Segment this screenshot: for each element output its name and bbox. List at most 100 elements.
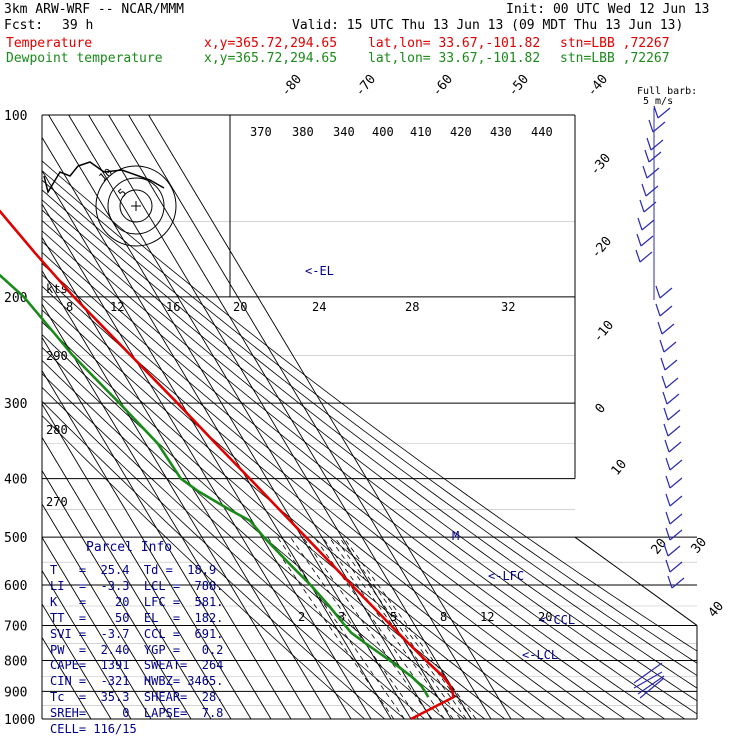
temperature-tick-label: -50 — [506, 72, 533, 100]
dry-adiabat-line — [42, 241, 645, 719]
hodograph-ring — [95, 165, 177, 247]
temperature-tick-label: 0 — [593, 401, 610, 417]
dry-adiabat-line — [42, 199, 697, 702]
parcel-info-title: Parcel Info — [86, 540, 173, 555]
mixing-ratio-label: 32 — [501, 300, 515, 314]
theta-label: 290 — [46, 349, 68, 363]
dry-adiabat-line — [42, 309, 525, 719]
dry-adiabat-line — [42, 170, 697, 664]
temperature-legend: Temperature — [6, 36, 93, 51]
wind-barb — [665, 493, 683, 507]
temperature-xy: x,y=365.72,294.65 — [204, 36, 338, 51]
temperature-tick-label: -30 — [588, 151, 615, 179]
fcst-value: 39 h — [62, 18, 94, 33]
dry-adiabat-line — [42, 160, 697, 652]
mixing-ratio-line — [277, 536, 405, 719]
parcel-info-row: SVI = -3.7 CCL = 691. — [50, 626, 224, 641]
dry-adiabat-line — [42, 359, 445, 719]
temperature-tick-label: -40 — [585, 72, 612, 100]
isotherm-line — [48, 115, 412, 719]
mixing-ratio-line — [334, 536, 467, 719]
wind-barb — [661, 375, 679, 389]
theta-label: 420 — [450, 125, 472, 139]
theta-label: 430 — [490, 125, 512, 139]
isotherm-line — [108, 115, 472, 719]
dry-adiabat-line — [42, 179, 697, 677]
temperature-tick-label: -80 — [279, 72, 306, 100]
theta-label: 370 — [250, 125, 272, 139]
parcel-info-row: T = 25.4 Td = 18.9 — [50, 563, 217, 577]
frame-diagonal — [574, 536, 698, 626]
wind-barb — [653, 105, 671, 119]
temperature-tick-label: 30 — [689, 535, 711, 557]
temperature-tick-label: 40 — [706, 599, 728, 621]
wind-barb — [655, 285, 673, 299]
theta-label: 410 — [410, 125, 432, 139]
mixing-ratio-label: 28 — [405, 300, 419, 314]
el-label: <-EL — [305, 264, 334, 278]
m-label: M — [452, 529, 459, 543]
theta-label: 400 — [372, 125, 394, 139]
theta-label: 270 — [46, 495, 68, 509]
dry-adiabat-line — [42, 209, 697, 715]
mixing-ratio-line — [328, 536, 461, 719]
wind-barb — [663, 543, 681, 557]
hodograph-ring — [107, 177, 165, 235]
temperature-profile-line — [0, 209, 455, 721]
mixing-ratio-label: 24 — [312, 300, 326, 314]
wind-barb — [665, 475, 683, 489]
temperature-tick-label: -60 — [430, 72, 457, 100]
wind-barb — [637, 217, 655, 231]
mixing-ratio-label: 8 — [440, 610, 447, 624]
isotherm-line — [68, 115, 432, 719]
fcst-label: Fcst: — [4, 18, 44, 33]
pressure-label: 300 — [4, 397, 27, 412]
mixing-ratio-line — [302, 536, 433, 719]
wind-barb — [635, 249, 653, 263]
isotherm-line — [42, 503, 172, 719]
isotherm-line — [148, 115, 512, 719]
pressure-label: 100 — [4, 109, 27, 124]
mixing-ratio-line — [267, 536, 395, 719]
wind-barb — [655, 303, 673, 317]
pressure-label: 600 — [4, 579, 27, 594]
hodograph-ring — [119, 189, 153, 223]
temperature-tick-label: 10 — [609, 457, 631, 479]
parcel-info-row: PW = 2.40 YGP = 0.2 — [50, 642, 224, 657]
ccl-label: <-CCL — [539, 613, 575, 627]
wind-barb — [665, 511, 683, 525]
mixing-ratio-line — [343, 536, 477, 719]
wind-barb — [644, 149, 662, 163]
parcel-info-row: CIN = -321 HWBZ= 3465. — [50, 674, 224, 689]
dry-adiabat-line — [42, 386, 405, 719]
dry-adiabat-line — [42, 262, 605, 719]
pressure-label: 1000 — [4, 713, 35, 728]
isotherm-line — [42, 536, 152, 719]
isotherm-line — [42, 403, 232, 719]
lfc-label: <-LFC — [488, 569, 524, 583]
valid-time: Valid: 15 UTC Thu 13 Jun 13 (09 MDT Thu … — [292, 18, 684, 33]
isotherm-line — [42, 469, 192, 719]
wind-barb — [665, 527, 683, 541]
wind-barb — [641, 183, 659, 197]
wind-barb — [663, 407, 681, 421]
pressure-label: 900 — [4, 685, 27, 700]
theta-label: 440 — [531, 125, 553, 139]
dry-adiabat-line — [42, 285, 565, 719]
theta-label: 340 — [333, 125, 355, 139]
isotherm-line — [42, 436, 212, 719]
dry-adiabat-line — [42, 373, 425, 719]
wind-barb — [642, 165, 660, 179]
wind-barb — [662, 391, 680, 405]
mixing-ratio-label: 20 — [538, 610, 552, 624]
dry-adiabat-line — [42, 415, 365, 719]
barb-legend-line2: 5 m/s — [643, 96, 673, 107]
wind-barb — [665, 559, 683, 573]
mixing-ratio-label: 12 — [480, 610, 494, 624]
pressure-label: 400 — [4, 473, 27, 488]
wind-barb — [659, 339, 677, 353]
isotherm-line — [42, 136, 392, 719]
dry-adiabat-line — [42, 251, 625, 719]
wind-barb — [648, 119, 666, 133]
